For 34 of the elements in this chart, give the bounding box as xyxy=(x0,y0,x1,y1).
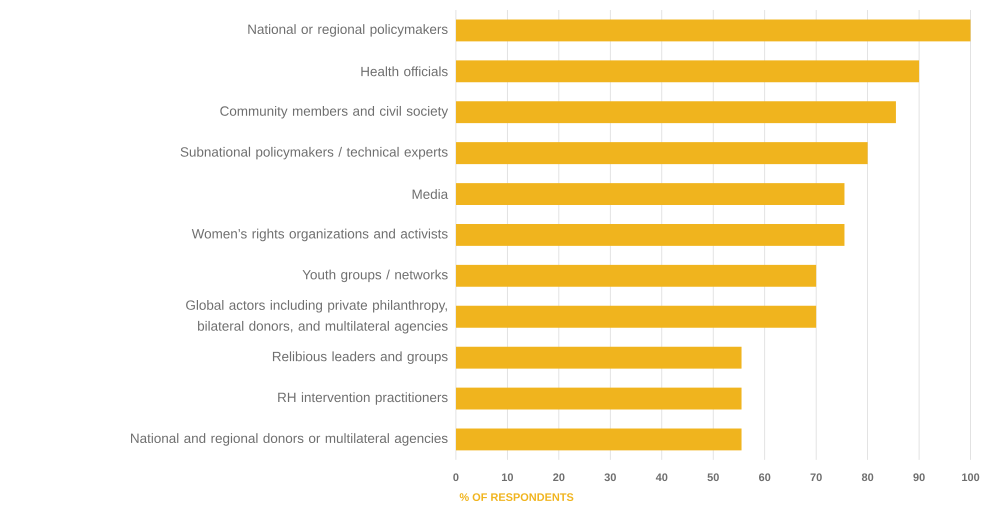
bar xyxy=(456,388,742,410)
x-tick-label: 30 xyxy=(604,474,616,482)
x-tick-label: 50 xyxy=(707,474,719,482)
bar xyxy=(456,142,868,164)
y-tick-label: Subnational policymakers / technical experts xyxy=(180,147,448,160)
bar xyxy=(456,428,742,451)
x-tick-label: 60 xyxy=(759,474,770,482)
x-tick-label: 0 xyxy=(453,474,458,482)
y-tick-label: Relibious leaders and groups xyxy=(272,352,448,364)
x-tick-label: 70 xyxy=(810,474,822,482)
bar xyxy=(456,346,742,369)
y-tick-label: RH intervention practitioners xyxy=(278,392,448,405)
y-tick-label: Health officials xyxy=(361,66,448,76)
bar xyxy=(456,265,816,287)
y-tick-label: Media xyxy=(412,189,448,200)
y-tick-label: Global actors including private philanthropy, bilateral donors, and multilateral agencies xyxy=(186,300,448,334)
x-tick-label: 80 xyxy=(862,474,874,482)
bar xyxy=(456,101,896,124)
bar xyxy=(456,183,844,206)
bar xyxy=(456,60,920,82)
x-axis-title: % OF RESPONDENTS xyxy=(460,493,574,502)
y-tick-label: Women’s rights organizations and activists xyxy=(192,228,448,242)
bar xyxy=(456,306,816,328)
x-tick-label: 100 xyxy=(962,474,980,482)
y-tick-label: National and regional donors or multilateral agencies xyxy=(131,433,448,446)
y-tick-label: Youth groups / networks xyxy=(302,270,448,282)
x-tick-label: 40 xyxy=(656,474,668,482)
y-tick-label: National or regional policymakers xyxy=(248,24,448,37)
bar xyxy=(456,20,971,42)
x-tick-label: 20 xyxy=(553,474,564,482)
x-tick-label: 10 xyxy=(502,474,514,482)
y-tick-label: Community members and civil society xyxy=(220,106,448,119)
x-tick-label: 90 xyxy=(913,474,925,482)
bar xyxy=(456,224,844,246)
